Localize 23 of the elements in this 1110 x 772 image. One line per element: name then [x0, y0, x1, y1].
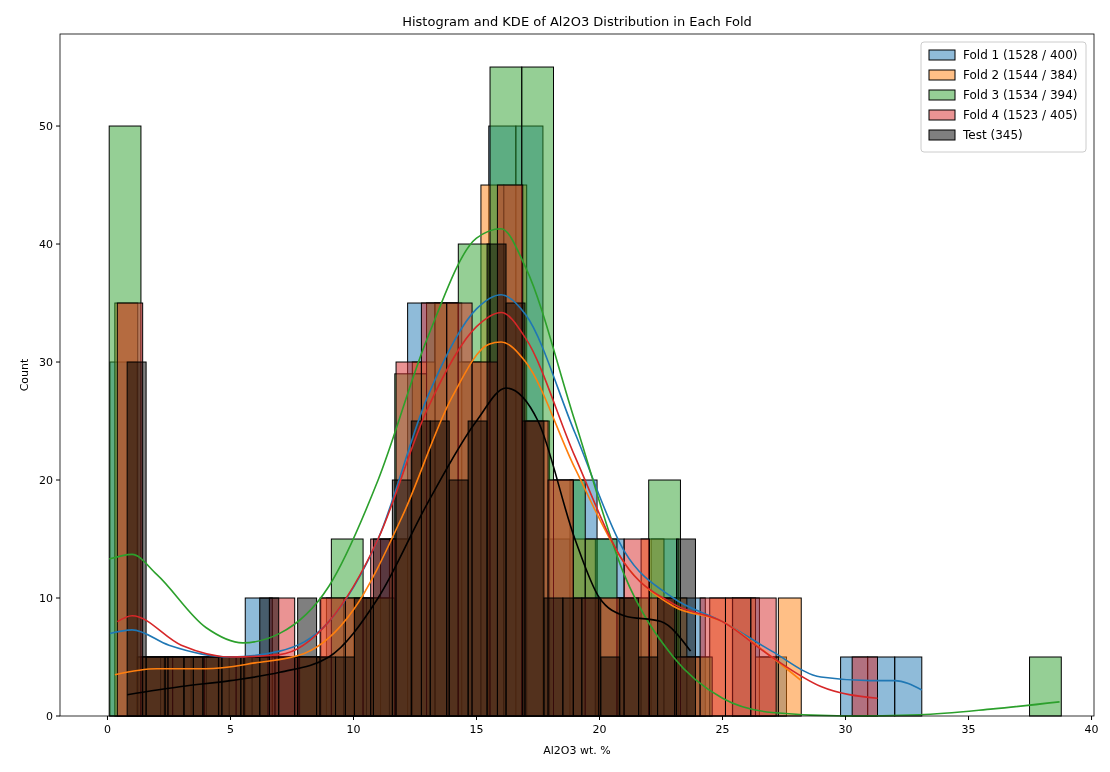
- legend-label: Test (345): [962, 128, 1023, 142]
- legend-label: Fold 1 (1528 / 400): [963, 48, 1078, 62]
- y-tick-label: 30: [39, 356, 53, 370]
- x-tick-label: 40: [1084, 723, 1099, 736]
- y-axis-title: Count: [18, 357, 31, 392]
- x-tick-label: 20: [592, 723, 607, 736]
- x-axis-title: Al2O3 wt. %: [543, 744, 611, 757]
- x-tick-label: 15: [469, 723, 484, 736]
- y-tick-label: 10: [39, 592, 53, 606]
- legend-label: Fold 4 (1523 / 405): [963, 108, 1078, 122]
- x-tick-label: 10: [346, 723, 361, 736]
- x-tick-label: 30: [838, 723, 853, 736]
- x-tick-label: 5: [226, 723, 234, 736]
- legend-label: Fold 3 (1534 / 394): [963, 88, 1078, 102]
- y-tick-label: 50: [39, 120, 53, 134]
- x-tick-label: 25: [715, 723, 730, 736]
- y-tick-label: 40: [39, 238, 53, 252]
- y-tick-label: 20: [39, 474, 53, 488]
- y-tick-label: 0: [46, 710, 53, 723]
- x-tick-label: 35: [961, 723, 976, 736]
- legend-label: Fold 2 (1544 / 384): [963, 68, 1078, 82]
- chart-title: Histogram and KDE of Al2O3 Distribution in Each Fold: [402, 14, 752, 29]
- x-tick-label: 0: [103, 723, 111, 736]
